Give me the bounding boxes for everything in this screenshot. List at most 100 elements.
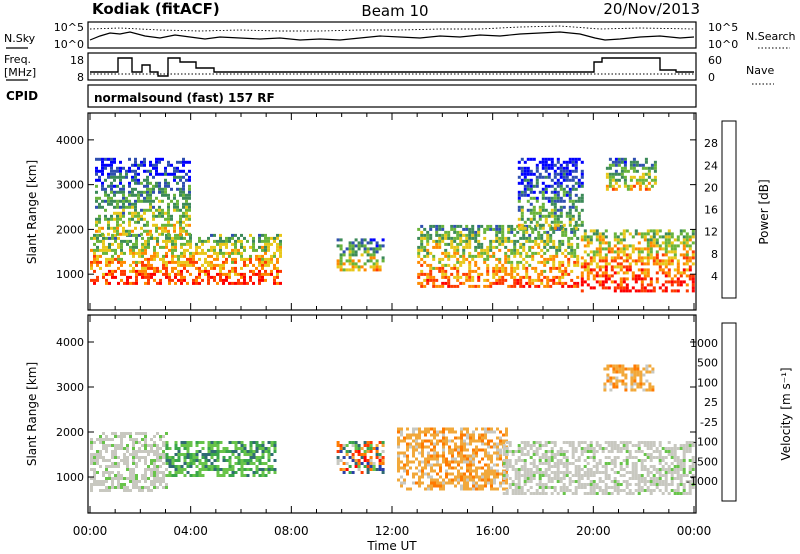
echo-cell (598, 283, 602, 287)
echo-cell (504, 254, 508, 258)
echo-cell (90, 453, 93, 456)
echo-cell (107, 163, 110, 167)
echo-cell (372, 253, 376, 257)
echo-cell (480, 251, 484, 255)
echo-cell (673, 280, 677, 284)
echo-cell (104, 208, 107, 212)
echo-cell (541, 202, 545, 206)
echo-cell (442, 451, 445, 455)
echo-cell (152, 184, 155, 188)
echo-cell (691, 477, 695, 480)
echo-cell (633, 382, 637, 386)
echo-cell (531, 230, 535, 234)
echo-cell (532, 450, 536, 453)
echo-cell (186, 263, 189, 267)
echo-cell (589, 256, 593, 260)
echo-cell (619, 283, 623, 287)
echo-cell (144, 242, 147, 246)
echo-cell (478, 487, 481, 491)
echo-cell (635, 163, 639, 167)
echo-cell (279, 269, 282, 273)
echo-cell (558, 266, 562, 270)
echo-cell (231, 471, 235, 474)
cpid-value: normalsound (fast) 157 RF (94, 91, 275, 105)
echo-cell (477, 245, 481, 249)
echo-cell (140, 199, 143, 203)
echo-cell (219, 251, 222, 255)
echo-cell (523, 471, 527, 474)
echo-cell (132, 260, 135, 264)
echo-cell (240, 468, 244, 471)
echo-cell (537, 272, 541, 276)
echo-cell (438, 239, 442, 243)
echo-cell (418, 451, 421, 455)
echo-cell (670, 247, 674, 251)
echo-cell (574, 193, 578, 197)
echo-cell (147, 236, 150, 240)
echo-cell (447, 275, 451, 279)
echo-cell (601, 489, 605, 492)
echo-cell (252, 462, 256, 465)
echo-cell (601, 480, 605, 483)
echo-cell (471, 254, 475, 258)
echo-cell (150, 459, 153, 462)
echo-cell (637, 241, 641, 245)
echo-cell (146, 229, 149, 233)
echo-cell (605, 166, 609, 170)
echo-cell (568, 196, 572, 200)
echo-cell (450, 254, 454, 258)
echo-cell (519, 281, 523, 285)
echo-cell (676, 447, 680, 450)
echo-cell (240, 254, 243, 258)
echo-cell (655, 262, 659, 266)
echo-cell (462, 254, 466, 258)
echo-cell (111, 233, 114, 237)
echo-cell (116, 166, 119, 170)
echo-cell (363, 465, 367, 468)
echo-cell (640, 283, 644, 287)
echo-cell (553, 226, 557, 230)
echo-cell (153, 459, 156, 462)
echo-cell (438, 233, 442, 237)
echo-cell (630, 382, 634, 386)
echo-cell (339, 259, 343, 263)
echo-cell (152, 214, 155, 218)
echo-cell (637, 277, 641, 281)
echo-cell (559, 453, 563, 456)
echo-cell (123, 239, 126, 243)
echo-cell (462, 248, 466, 252)
echo-cell (472, 475, 475, 479)
echo-cell (556, 465, 560, 468)
echo-cell (611, 184, 615, 188)
echo-cell (143, 169, 146, 173)
echo-cell (472, 457, 475, 461)
echo-cell (456, 251, 460, 255)
echo-cell (477, 284, 481, 288)
echo-cell (495, 224, 499, 228)
echo-cell (213, 275, 216, 279)
echo-cell (433, 436, 436, 440)
echo-cell (147, 245, 150, 249)
echo-cell (688, 256, 692, 260)
echo-cell (363, 247, 367, 251)
echo-cell (618, 367, 622, 371)
echo-cell (258, 281, 261, 285)
echo-cell (174, 272, 177, 276)
echo-cell (417, 248, 421, 252)
echo-cell (132, 269, 135, 273)
echo-cell (128, 190, 131, 194)
echo-cell (342, 444, 346, 447)
echo-cell (632, 184, 636, 188)
echo-cell (501, 275, 505, 279)
echo-cell (634, 444, 638, 447)
echo-cell (586, 447, 590, 450)
echo-cell (460, 445, 463, 449)
echo-cell (523, 492, 527, 495)
echo-cell (559, 166, 563, 170)
echo-cell (550, 163, 554, 167)
echo-cell (231, 242, 234, 246)
echo-cell (264, 462, 268, 465)
echo-cell (111, 477, 114, 480)
colorbar-frame (721, 322, 737, 502)
echo-cell (426, 248, 430, 252)
